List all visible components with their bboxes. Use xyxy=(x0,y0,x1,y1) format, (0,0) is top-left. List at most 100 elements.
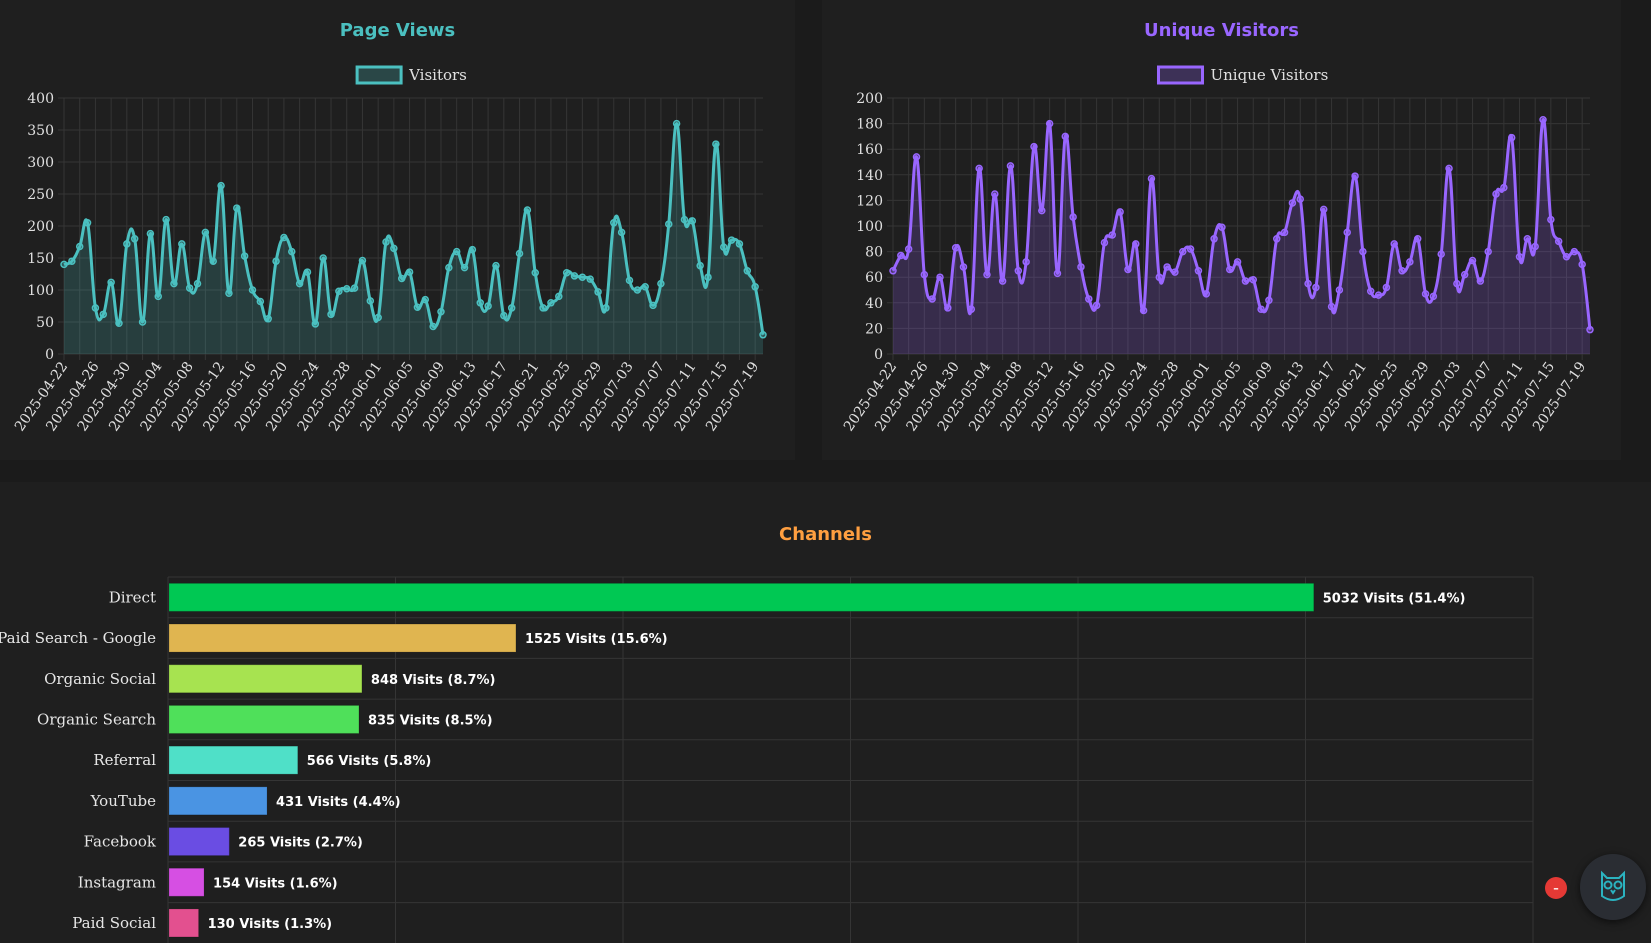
bar-value-label: 5032 Visits (51.4%) xyxy=(1323,591,1466,606)
data-point xyxy=(1351,172,1359,180)
data-point xyxy=(350,284,359,292)
y-tick-label: 150 xyxy=(27,251,54,267)
notification-badge[interactable]: – xyxy=(1545,877,1567,899)
data-point xyxy=(264,315,272,323)
legend-swatch xyxy=(355,65,403,85)
data-point xyxy=(570,272,579,280)
data-point xyxy=(672,119,681,128)
page-views-title: Page Views xyxy=(339,20,456,41)
data-point xyxy=(397,274,406,283)
data-point xyxy=(539,304,547,312)
data-point xyxy=(951,244,960,252)
y-tick-label: 160 xyxy=(856,142,883,158)
data-point xyxy=(99,310,108,319)
data-point xyxy=(162,215,170,224)
data-point xyxy=(1202,290,1211,298)
data-point xyxy=(374,313,382,322)
data-point xyxy=(1038,206,1046,215)
data-point xyxy=(1476,277,1485,285)
data-point xyxy=(1186,245,1195,253)
data-point xyxy=(421,295,430,304)
data-point xyxy=(1155,273,1164,281)
bar-value-label: 566 Visits (5.8%) xyxy=(307,754,432,769)
category-label: Instagram xyxy=(78,873,156,891)
data-point xyxy=(342,284,351,293)
data-point xyxy=(1492,190,1500,198)
data-point xyxy=(1562,252,1571,261)
data-point xyxy=(1139,306,1148,315)
data-point xyxy=(1586,325,1594,334)
data-point xyxy=(280,233,288,242)
y-tick-label: 200 xyxy=(856,91,883,107)
data-point xyxy=(727,236,736,244)
data-point xyxy=(1241,277,1250,285)
data-point xyxy=(759,331,767,339)
y-tick-label: 140 xyxy=(856,168,883,184)
data-point xyxy=(445,263,453,272)
data-point xyxy=(429,322,437,331)
data-point xyxy=(531,268,539,277)
data-point xyxy=(1445,164,1453,173)
bar-value-label: 848 Visits (8.7%) xyxy=(371,673,496,688)
data-point xyxy=(1296,195,1304,203)
category-label: Organic Social xyxy=(44,670,156,688)
data-point xyxy=(1578,260,1586,269)
legend-swatch xyxy=(1157,65,1204,85)
data-point xyxy=(138,318,147,326)
data-point xyxy=(233,204,241,212)
channels-title: Channels xyxy=(779,524,872,545)
series-line xyxy=(891,118,1592,330)
unique-visitors-chart: Unique Visitors 0 20 40 60 80 100 120 140 160 180 2… xyxy=(841,65,1594,434)
data-point xyxy=(382,238,390,246)
data-point xyxy=(1108,231,1117,239)
data-point xyxy=(696,261,704,270)
data-point xyxy=(468,245,477,254)
data-point xyxy=(405,268,414,276)
owl-assistant-button[interactable] xyxy=(1580,854,1646,920)
data-point xyxy=(889,267,897,275)
data-point xyxy=(983,270,991,279)
data-point xyxy=(1045,119,1054,128)
category-label: Direct xyxy=(109,588,156,606)
owl-icon xyxy=(1601,870,1625,901)
channels-chart: Direct 5032 Visits (51.4%) Paid Search - G… xyxy=(0,576,1534,943)
data-point xyxy=(130,235,139,243)
data-point xyxy=(586,275,594,283)
data-point xyxy=(1194,267,1203,275)
data-point xyxy=(1077,263,1085,271)
data-point xyxy=(1460,270,1469,279)
data-point xyxy=(944,304,952,312)
data-point xyxy=(1257,305,1265,313)
data-point xyxy=(1288,199,1297,207)
area-fill xyxy=(893,119,1590,355)
data-point xyxy=(975,164,983,173)
y-tick-label: 120 xyxy=(856,193,883,209)
data-point xyxy=(1312,283,1320,292)
data-point xyxy=(1116,208,1124,216)
data-point xyxy=(185,284,194,292)
data-point xyxy=(1390,240,1398,248)
data-point xyxy=(1022,258,1030,266)
y-tick-label: 250 xyxy=(27,187,54,203)
data-point xyxy=(1523,235,1532,243)
data-point xyxy=(959,263,968,271)
data-point xyxy=(1319,205,1328,214)
data-point xyxy=(649,301,657,310)
bar xyxy=(168,704,360,734)
data-point xyxy=(240,252,249,260)
data-point xyxy=(1069,213,1077,221)
data-point xyxy=(1335,286,1344,294)
bar xyxy=(168,623,517,653)
data-point xyxy=(523,206,532,214)
data-point xyxy=(1359,247,1367,256)
y-tick-label: 400 xyxy=(27,91,54,107)
y-tick-label: 0 xyxy=(45,347,54,363)
data-point xyxy=(1006,162,1015,170)
category-label: Paid Social xyxy=(72,914,156,932)
data-point xyxy=(60,260,68,269)
data-point xyxy=(1327,302,1336,311)
y-tick-label: 300 xyxy=(27,155,54,171)
data-point xyxy=(476,299,485,307)
data-point xyxy=(507,304,516,312)
data-point xyxy=(594,288,602,296)
